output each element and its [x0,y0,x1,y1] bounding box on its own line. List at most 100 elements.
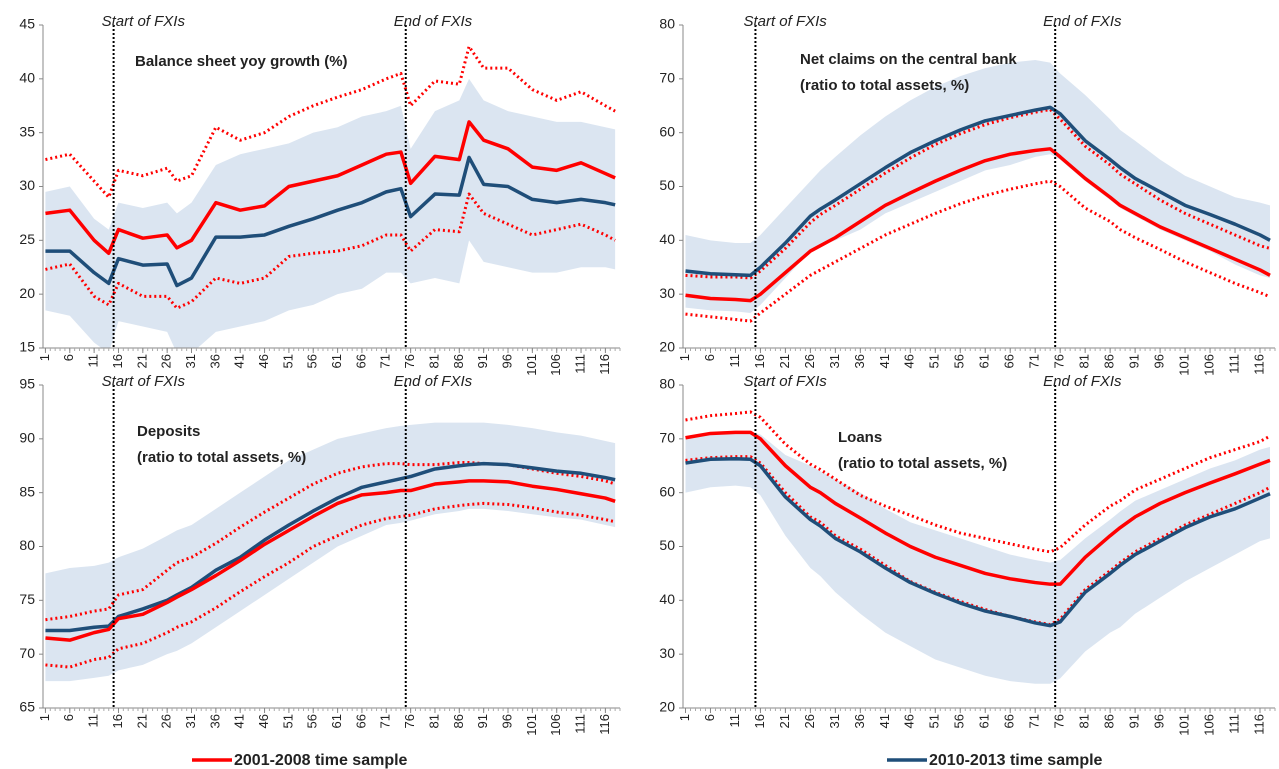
annotation: End of FXIs [1043,373,1122,390]
x-tick-label: 21 [134,354,149,368]
plot-area [685,59,1271,323]
x-tick-label: 71 [378,354,393,368]
x-tick-label: 26 [159,714,174,728]
plot-area [45,45,616,348]
series-line [45,155,616,288]
x-tick-label: 61 [977,354,992,368]
x-tick-label: 56 [305,354,320,368]
x-tick-label: 66 [353,714,368,728]
plot-area [685,410,1271,684]
series-line [685,430,1271,586]
y-tick-label: 40 [19,70,35,86]
x-tick-label: 6 [61,354,76,361]
x-tick-label: 91 [1127,354,1142,368]
confidence-band [685,59,1271,314]
x-tick-label: 51 [927,354,942,368]
annotation: Start of FXIs [102,373,186,390]
upper-bound-line [685,410,1271,554]
y-tick-label: 90 [19,430,35,446]
y-tick-label: 95 [19,376,35,392]
x-tick-label: 21 [777,714,792,728]
panel-title: Loans [838,429,882,446]
x-tick-label: 71 [378,714,393,728]
legend-label: 2010-2013 time sample [929,752,1103,769]
x-tick-label: 51 [927,714,942,728]
x-tick-label: 86 [451,714,466,728]
y-tick-label: 80 [19,537,35,553]
x-tick-label: 61 [329,714,344,728]
x-tick-label: 6 [61,714,76,721]
x-tick-label: 61 [977,714,992,728]
x-tick-label: 16 [110,714,125,728]
x-tick-label: 36 [852,354,867,368]
x-tick-label: 66 [1002,354,1017,368]
x-tick-label: 1 [677,354,692,361]
x-tick-label: 56 [952,714,967,728]
x-tick-label: 26 [802,714,817,728]
y-tick-label: 40 [659,591,675,607]
x-tick-label: 1 [37,714,52,721]
x-tick-label: 71 [1027,714,1042,728]
y-tick-label: 15 [19,339,35,355]
x-tick-label: 11 [86,714,101,728]
annotation: End of FXIs [1043,13,1122,30]
lower-bound-line [45,501,616,669]
confidence-band [685,431,1271,684]
y-tick-label: 20 [19,285,35,301]
x-tick-label: 36 [207,354,222,368]
y-tick-label: 75 [19,591,35,607]
annotation: Start of FXIs [743,13,827,30]
y-tick-label: 40 [659,231,675,247]
x-tick-label: 91 [1127,714,1142,728]
y-tick-label: 35 [19,123,35,139]
x-tick-label: 86 [1102,354,1117,368]
x-tick-label: 1 [677,714,692,721]
x-tick-label: 116 [597,714,612,735]
x-tick-label: 1 [37,354,52,361]
panel-title: Net claims on the central bank [800,51,1017,68]
panel-title: (ratio to total assets, %) [137,449,306,466]
x-tick-label: 41 [877,354,892,368]
x-tick-label: 96 [1152,714,1167,728]
y-tick-label: 30 [659,285,675,301]
x-tick-label: 16 [110,354,125,368]
y-tick-label: 85 [19,483,35,499]
y-tick-label: 25 [19,231,35,247]
x-tick-label: 101 [524,354,539,376]
y-tick-label: 60 [659,123,675,139]
x-tick-label: 106 [1201,354,1216,376]
series-line [45,461,616,633]
plot-area [45,422,616,682]
x-tick-label: 76 [1052,714,1067,728]
x-tick-label: 21 [134,714,149,728]
x-tick-label: 31 [827,714,842,728]
y-tick-label: 20 [659,699,675,715]
x-tick-label: 81 [1077,714,1092,728]
panel-title: (ratio to total assets, %) [800,77,969,94]
x-tick-label: 56 [952,354,967,368]
lower-bound-line [45,192,616,310]
x-tick-label: 81 [426,714,441,728]
x-tick-label: 86 [1102,714,1117,728]
x-tick-label: 11 [727,354,742,368]
x-tick-label: 116 [597,354,612,375]
x-tick-label: 36 [852,714,867,728]
y-tick-label: 45 [19,16,35,32]
x-tick-label: 76 [402,354,417,368]
x-tick-label: 11 [86,354,101,368]
x-tick-label: 41 [877,714,892,728]
x-tick-label: 96 [499,354,514,368]
x-tick-label: 101 [1177,714,1192,736]
panel-title: (ratio to total assets, %) [838,455,1007,472]
x-tick-label: 6 [702,714,717,721]
x-tick-label: 111 [572,714,587,734]
y-tick-label: 30 [19,177,35,193]
x-tick-label: 91 [475,714,490,728]
x-tick-label: 51 [280,714,295,728]
y-tick-label: 50 [659,177,675,193]
x-tick-label: 86 [451,354,466,368]
